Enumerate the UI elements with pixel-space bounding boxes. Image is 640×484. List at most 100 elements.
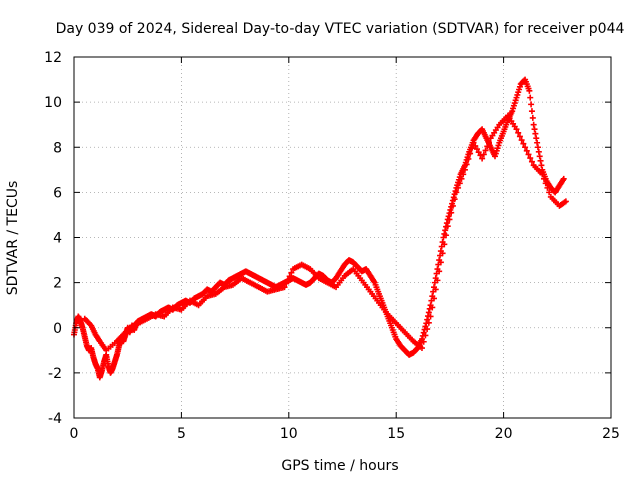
- data-point: [429, 304, 436, 311]
- data-point: [484, 143, 491, 150]
- data-point: [468, 145, 475, 152]
- y-tick-label: 8: [53, 140, 62, 156]
- data-point: [525, 151, 532, 158]
- y-tick-label: 0: [53, 321, 62, 337]
- data-point: [448, 209, 455, 216]
- data-point: [449, 202, 456, 209]
- x-tick-label: 15: [387, 426, 405, 442]
- data-point: [475, 149, 482, 156]
- data-point: [458, 175, 465, 182]
- x-axis-label: GPS time / hours: [281, 458, 398, 474]
- data-point: [528, 101, 535, 108]
- data-point: [530, 121, 537, 128]
- data-point: [535, 148, 542, 155]
- data-point: [422, 332, 429, 339]
- data-point: [473, 146, 480, 153]
- data-point: [532, 130, 539, 137]
- data-point: [424, 316, 431, 323]
- data-point: [444, 223, 451, 230]
- data-point: [528, 108, 535, 115]
- data-point: [424, 326, 431, 333]
- data-point: [286, 273, 293, 280]
- data-point: [531, 126, 538, 133]
- data-point: [527, 94, 534, 101]
- data-point: [522, 144, 529, 151]
- y-tick-label: 2: [53, 276, 62, 292]
- data-point: [538, 162, 545, 169]
- data-point: [451, 196, 458, 203]
- y-tick-label: 4: [53, 231, 62, 247]
- data-point: [288, 269, 295, 276]
- data-point: [527, 155, 534, 162]
- grid: [74, 57, 611, 418]
- data-point: [536, 153, 543, 160]
- data-point: [518, 137, 525, 144]
- data-point: [465, 155, 472, 162]
- data-point: [537, 157, 544, 164]
- data-point: [477, 152, 484, 159]
- data-point: [431, 295, 438, 302]
- data-point: [456, 180, 463, 187]
- data-point: [485, 139, 492, 146]
- data-point: [513, 126, 520, 133]
- data-point: [539, 171, 546, 178]
- data-point: [528, 158, 535, 165]
- data-point: [480, 151, 487, 158]
- y-tick-label: -4: [48, 411, 62, 427]
- y-tick-label: 12: [44, 50, 62, 66]
- data-point: [533, 135, 540, 142]
- data-point: [453, 189, 460, 196]
- y-axis-label: SDTVAR / TECUs: [5, 181, 21, 296]
- data-point: [434, 277, 441, 284]
- data-point: [523, 147, 530, 154]
- data-point: [515, 129, 522, 136]
- data-point: [544, 184, 551, 191]
- data-point: [436, 268, 443, 275]
- data-point: [470, 139, 477, 146]
- data-point: [446, 216, 453, 223]
- x-tick-label: 25: [602, 426, 620, 442]
- data-point: [420, 338, 427, 345]
- data-point: [482, 147, 489, 154]
- data-point: [461, 166, 468, 173]
- data-point: [443, 232, 450, 239]
- data-point: [442, 227, 449, 234]
- data-point: [526, 87, 533, 94]
- data-point: [529, 114, 536, 121]
- data-point: [546, 189, 553, 196]
- x-tick-label: 5: [177, 426, 186, 442]
- data-point: [560, 175, 567, 182]
- chart-title: Day 039 of 2024, Sidereal Day-to-day VTE…: [56, 21, 625, 37]
- data-series: [71, 76, 569, 381]
- data-point: [520, 140, 527, 147]
- data-point: [534, 144, 541, 151]
- data-point: [425, 319, 432, 326]
- data-point: [441, 241, 448, 248]
- data-point: [472, 142, 479, 149]
- data-point: [460, 171, 467, 178]
- data-point: [516, 133, 523, 140]
- data-point: [463, 161, 470, 168]
- data-point: [479, 155, 486, 162]
- x-tick-label: 0: [70, 426, 79, 442]
- data-point: [467, 150, 474, 157]
- data-point: [540, 175, 547, 182]
- data-point: [281, 284, 288, 291]
- data-point: [425, 309, 432, 316]
- y-tick-label: 10: [44, 95, 62, 111]
- data-point: [284, 276, 291, 283]
- data-point: [562, 198, 569, 205]
- y-tick-label: -2: [48, 366, 62, 382]
- data-point: [445, 213, 452, 220]
- data-point: [534, 139, 541, 146]
- data-point: [443, 220, 450, 227]
- data-point: [437, 259, 444, 266]
- data-point: [427, 313, 434, 320]
- data-point: [283, 280, 290, 287]
- y-tick-label: 6: [53, 185, 62, 201]
- data-point: [418, 345, 425, 352]
- data-point: [542, 180, 549, 187]
- tick-labels: 0 5 10 15 20 25 -4 -2 0 2 4 6 8 10 12: [44, 50, 620, 442]
- x-tick-label: 20: [495, 426, 513, 442]
